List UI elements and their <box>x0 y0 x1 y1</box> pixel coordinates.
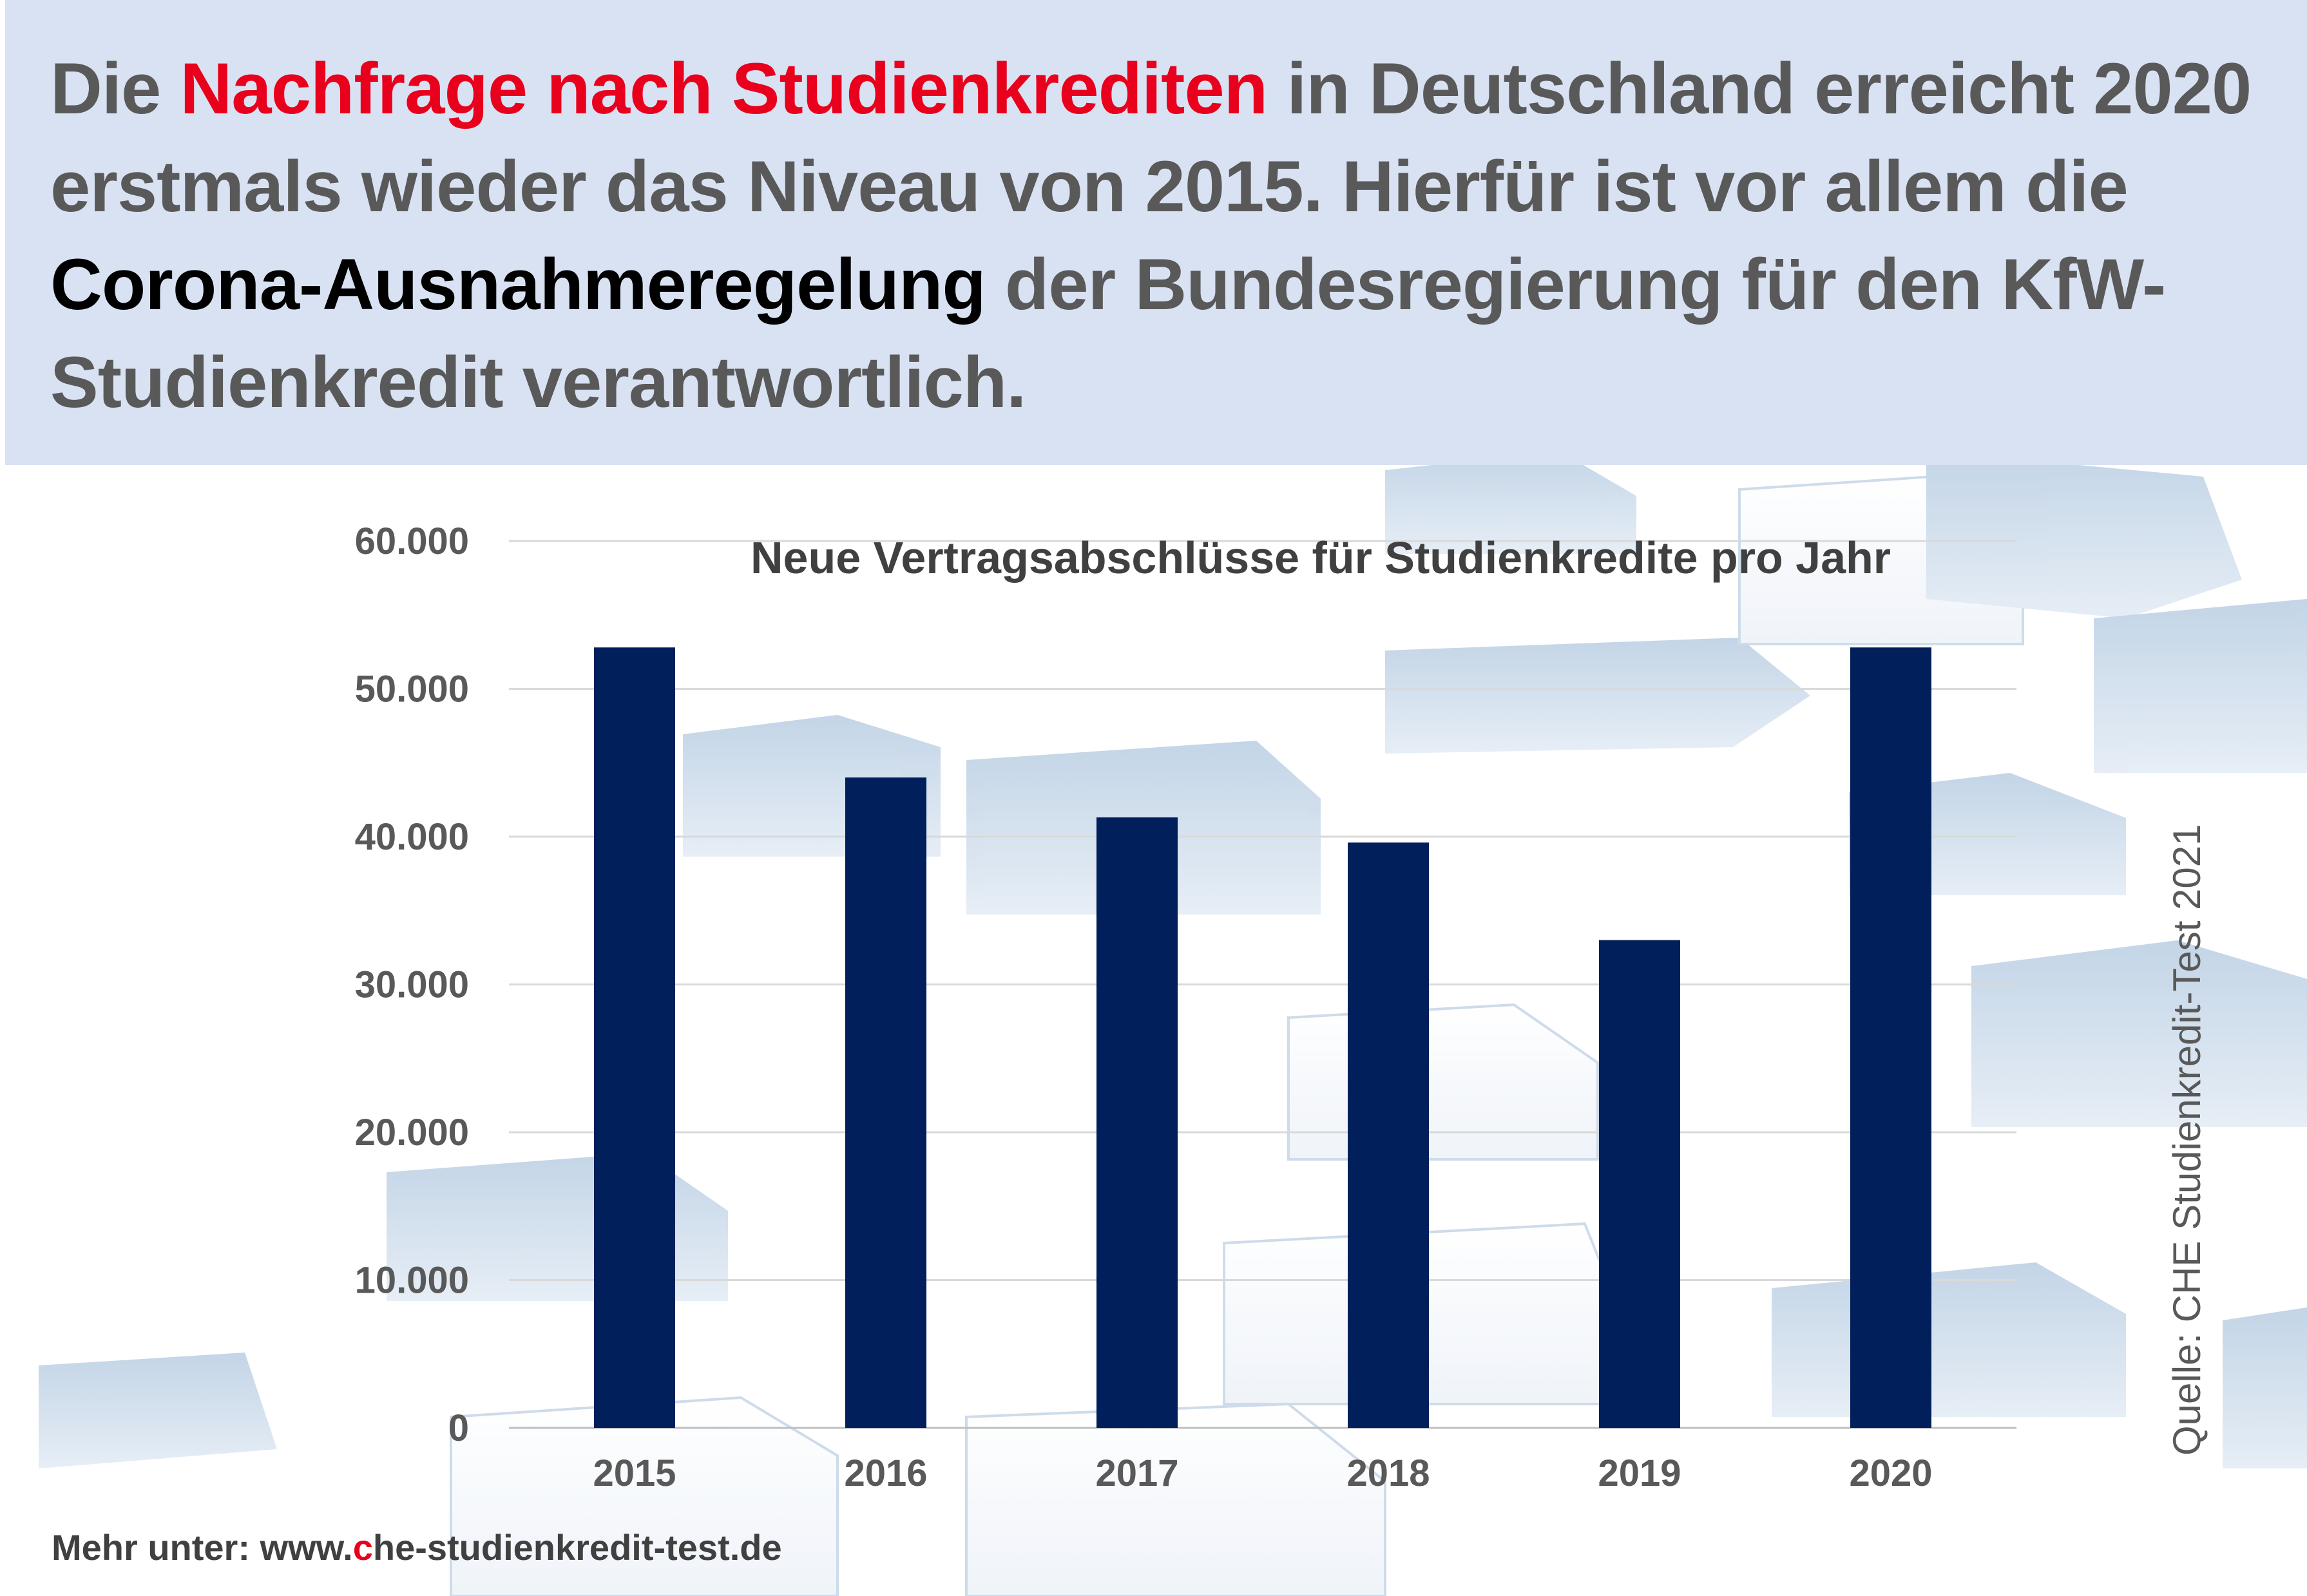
x-tick-label: 2019 <box>1598 1452 1681 1494</box>
x-axis-ticks: 2015 2016 2017 2018 2019 2020 <box>593 1452 1932 1494</box>
source-note: Quelle: CHE Studienkredit-Test 2021 <box>2165 824 2208 1456</box>
bar-2016 <box>845 777 926 1428</box>
gridlines <box>509 540 2016 1429</box>
y-tick-label: 60.000 <box>355 520 469 562</box>
headline-highlight-red: Nachfrage nach Studienkrediten <box>180 48 1268 129</box>
bar-2019 <box>1599 940 1680 1428</box>
headline-highlight-black: Corona-Ausnahmeregelung <box>50 244 986 325</box>
y-tick-label: 10.000 <box>355 1260 469 1302</box>
x-tick-label: 2018 <box>1346 1452 1430 1494</box>
bar-chart: 0 10.000 20.000 30.000 40.000 50.000 60.000 20… <box>355 520 2016 1494</box>
chart-title: Neue Vertragsabschlüsse für Studienkredi… <box>751 533 1891 583</box>
x-tick-label: 2016 <box>844 1452 927 1494</box>
y-tick-label: 30.000 <box>355 964 469 1006</box>
y-axis-ticks: 0 10.000 20.000 30.000 40.000 50.000 60.000 <box>355 520 469 1449</box>
x-tick-label: 2017 <box>1095 1452 1178 1494</box>
headline-text: Die Nachfrage nach Studienkrediten in De… <box>50 48 2252 423</box>
y-tick-label: 20.000 <box>355 1112 469 1154</box>
y-tick-label: 50.000 <box>355 669 469 710</box>
bar-2015 <box>594 647 675 1428</box>
y-tick-label: 0 <box>448 1407 469 1449</box>
footer-link[interactable]: Mehr unter: www.che-studienkredit-test.d… <box>52 1527 782 1568</box>
bar-2020 <box>1850 647 1931 1428</box>
bars <box>594 647 1931 1428</box>
headline-banner <box>5 0 2307 465</box>
bar-2017 <box>1096 817 1178 1428</box>
x-tick-label: 2020 <box>1849 1452 1932 1494</box>
x-tick-label: 2015 <box>593 1452 676 1494</box>
y-tick-label: 40.000 <box>355 816 469 858</box>
bar-2018 <box>1348 842 1429 1428</box>
